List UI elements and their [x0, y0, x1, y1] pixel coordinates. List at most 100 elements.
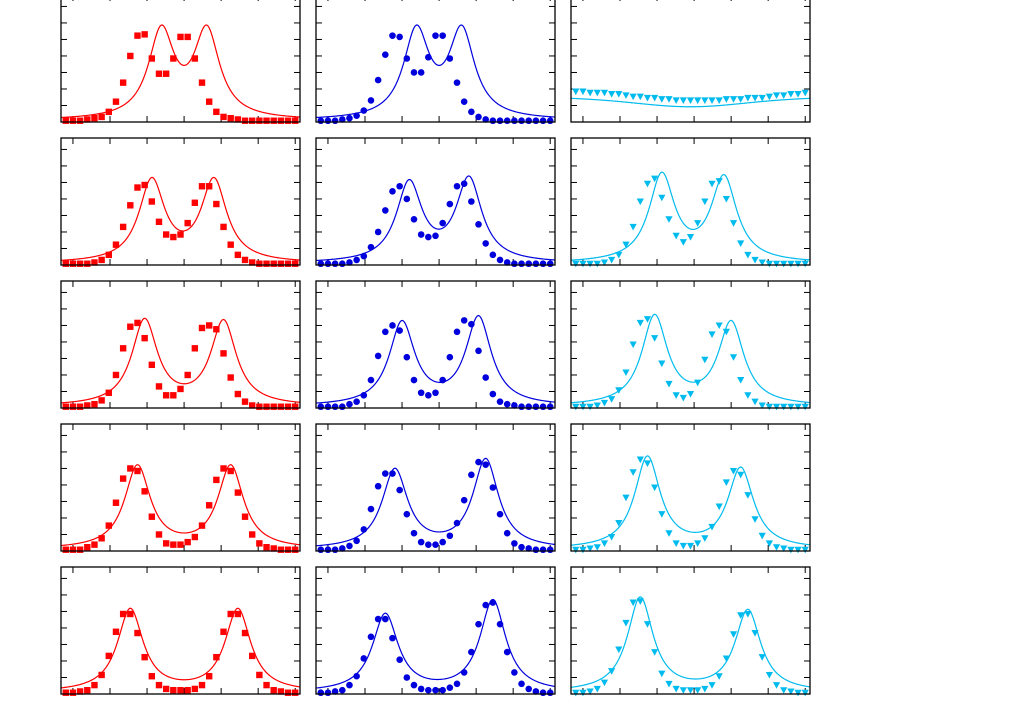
axis-ticks — [61, 138, 300, 265]
panel-r5-c1 — [60, 566, 301, 696]
data-point — [787, 546, 795, 554]
data-point — [708, 682, 716, 689]
data-point — [105, 389, 112, 396]
data-point — [76, 688, 84, 695]
data-point — [277, 403, 285, 410]
data-point — [489, 484, 497, 491]
data-point — [331, 117, 339, 125]
data-point — [622, 369, 630, 377]
data-point — [277, 688, 285, 695]
data-point — [643, 94, 652, 102]
data-point — [439, 376, 446, 384]
data-point — [112, 628, 120, 635]
data-point — [374, 228, 382, 236]
data-point — [622, 494, 630, 502]
data-point — [360, 392, 368, 399]
data-point — [772, 260, 781, 268]
data-point — [758, 402, 766, 410]
data-point — [127, 323, 134, 330]
panel-frame — [315, 0, 556, 123]
data-point — [403, 195, 411, 203]
data-point — [532, 260, 540, 268]
panel-frame — [60, 423, 301, 552]
data-point — [539, 689, 547, 697]
data-point — [127, 52, 134, 60]
data-point — [539, 117, 547, 125]
data-point — [787, 688, 795, 696]
data-point — [608, 668, 616, 675]
data-point — [98, 397, 105, 404]
data-point — [572, 260, 580, 268]
data-point — [475, 620, 482, 628]
data-point — [579, 260, 587, 268]
data-point — [360, 107, 368, 114]
data-point — [205, 322, 213, 329]
data-point — [177, 231, 184, 238]
data-point — [511, 260, 518, 268]
data-point — [417, 538, 425, 546]
data-point — [744, 492, 752, 499]
data-point — [532, 403, 540, 411]
data-point — [765, 671, 773, 679]
data-point — [489, 251, 497, 259]
data-point — [241, 256, 249, 264]
data-point — [263, 117, 270, 124]
data-point — [758, 94, 766, 102]
data-point — [346, 259, 353, 266]
data-point — [432, 389, 439, 397]
panel-frame — [570, 566, 811, 695]
data-point — [134, 467, 141, 475]
data-point — [453, 519, 461, 527]
data-point — [460, 180, 468, 188]
data-point — [425, 233, 432, 241]
data-point — [127, 202, 134, 209]
data-point — [679, 542, 687, 550]
data-point — [532, 546, 540, 554]
panel-frame — [60, 566, 301, 695]
panel-r2-c3 — [570, 137, 811, 268]
data-point — [425, 392, 432, 399]
axis-ticks — [61, 567, 300, 694]
data-point — [629, 599, 637, 607]
data-point — [460, 496, 468, 504]
data-point — [525, 260, 533, 268]
data-point — [292, 546, 299, 553]
data-point — [198, 681, 206, 689]
data-point — [686, 687, 695, 694]
data-point — [241, 513, 249, 520]
panel-frame — [60, 0, 301, 123]
data-point — [382, 615, 389, 623]
data-point — [403, 674, 411, 681]
data-point — [263, 543, 270, 551]
data-point — [112, 241, 120, 248]
data-point — [148, 513, 156, 520]
data-point — [213, 653, 220, 661]
data-point — [249, 652, 256, 660]
data-point — [772, 92, 781, 99]
panel-r4-c1 — [60, 423, 301, 553]
data-point — [249, 117, 256, 124]
data-point — [331, 688, 339, 695]
data-point — [155, 70, 163, 77]
data-point — [112, 499, 120, 506]
data-point — [148, 55, 156, 62]
data-point — [270, 686, 277, 694]
data-point — [382, 470, 389, 477]
data-point — [220, 465, 227, 472]
data-point — [468, 108, 475, 116]
data-point — [134, 184, 141, 191]
data-point — [586, 545, 594, 553]
data-point — [162, 392, 170, 399]
data-point — [539, 403, 547, 411]
data-point — [708, 331, 716, 338]
data-point — [475, 458, 482, 466]
data-point — [292, 117, 299, 124]
data-point — [518, 403, 525, 411]
data-point — [69, 689, 77, 696]
data-point — [234, 251, 242, 259]
data-point — [353, 672, 360, 680]
data-point — [658, 96, 666, 103]
data-point — [525, 117, 533, 125]
data-point — [177, 385, 184, 393]
